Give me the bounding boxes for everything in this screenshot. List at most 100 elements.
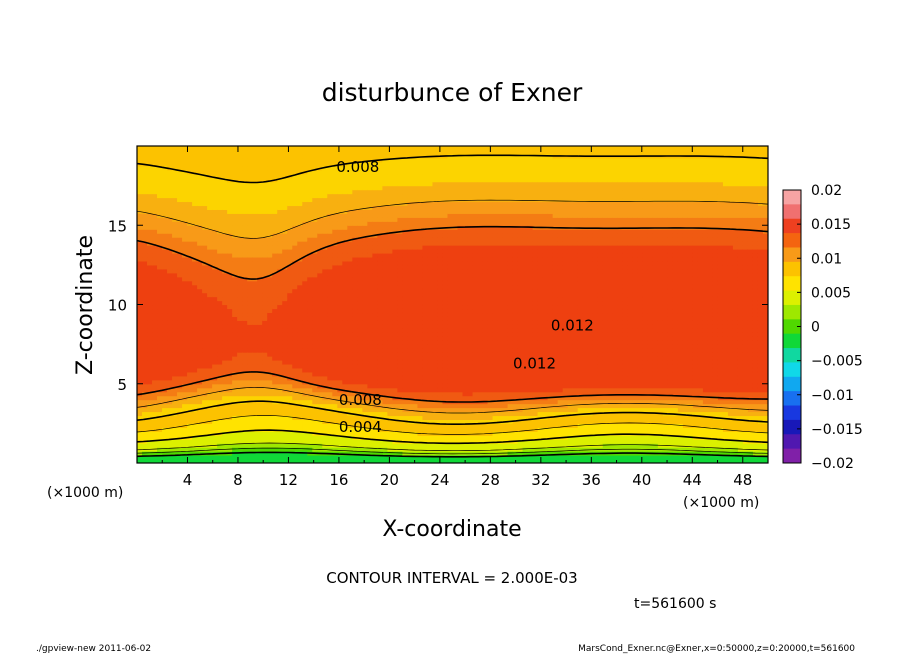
contour-cell [432, 332, 439, 337]
contour-cell [337, 308, 343, 314]
contour-cell [432, 443, 439, 448]
contour-cell [157, 205, 163, 210]
contour-cell [372, 363, 378, 369]
contour-cell [237, 217, 243, 222]
contour-cell [327, 213, 333, 218]
contour-cell [247, 324, 253, 329]
contour-cell [342, 280, 348, 286]
contour-cell [292, 280, 298, 286]
contour-cell [172, 367, 178, 373]
contour-cell [342, 165, 348, 171]
contour-cell [182, 280, 188, 286]
contour-cell [172, 451, 178, 456]
contour-cell [407, 387, 414, 393]
contour-cell [152, 320, 158, 325]
contour-cell [342, 348, 348, 353]
contour-cell [317, 439, 323, 444]
contour-cell [282, 324, 288, 329]
contour-cell [267, 197, 273, 203]
contour-cell [442, 288, 449, 294]
contour-cell [327, 352, 333, 357]
contour-cell [392, 233, 399, 238]
contour-cell [202, 308, 208, 314]
contour-cell [402, 391, 409, 397]
contour-cell [387, 241, 394, 246]
contour-cell [257, 423, 263, 428]
contour-cell [337, 363, 343, 369]
contour-cell [352, 340, 358, 345]
contour-cell [252, 264, 258, 270]
contour-cell [317, 209, 323, 214]
contour-cell [182, 419, 188, 424]
contour-cell [167, 363, 173, 369]
contour-cell [282, 348, 288, 353]
contour-cell [427, 427, 434, 432]
contour-cell [172, 245, 178, 250]
contour-cell [232, 252, 238, 258]
contour-cell [277, 225, 283, 230]
contour-cell [297, 415, 303, 421]
contour-cell [282, 149, 288, 155]
contour-cell [197, 324, 203, 329]
contour-cell [152, 205, 158, 210]
contour-cell [172, 300, 178, 306]
contour-cell [162, 157, 168, 163]
contour-cell [307, 225, 313, 230]
contour-cell [202, 344, 208, 349]
contour-cell [242, 328, 248, 333]
contour-cell [152, 197, 158, 203]
contour-cell [262, 391, 268, 397]
contour-cell [442, 431, 449, 436]
contour-cell [272, 391, 278, 397]
contour-cell [147, 161, 153, 167]
contour-cell [242, 201, 248, 207]
contour-cell [192, 252, 198, 258]
contour-cell [207, 439, 213, 444]
contour-cell [347, 344, 353, 349]
contour-cell [237, 288, 243, 294]
contour-cell [402, 205, 409, 210]
contour-cell [227, 157, 233, 163]
contour-cell [172, 336, 178, 341]
contour-cell [252, 419, 258, 424]
contour-cell [182, 165, 188, 171]
contour-cell [237, 328, 243, 333]
contour-cell [362, 352, 368, 357]
contour-cell [227, 252, 233, 258]
contour-cell [307, 348, 313, 353]
contour-cell [382, 284, 388, 290]
contour-cell [392, 423, 399, 428]
contour-cell [282, 403, 288, 409]
contour-cell [257, 352, 263, 357]
contour-cell [297, 209, 303, 214]
contour-cell [272, 356, 278, 361]
contour-cell [427, 395, 434, 401]
contour-cell [397, 379, 404, 385]
contour-cell [227, 233, 233, 238]
contour-cell [347, 197, 353, 203]
contour-cell [187, 320, 193, 325]
contour-cell [422, 348, 429, 353]
contour-cell [142, 359, 148, 365]
contour-cell [407, 316, 414, 321]
contour-cell [187, 451, 193, 456]
contour-cell [167, 443, 173, 448]
contour-cell [287, 324, 293, 329]
contour-cell [312, 312, 318, 317]
contour-cell [232, 375, 238, 381]
contour-cell [302, 363, 308, 369]
contour-cell [357, 443, 363, 448]
contour-cell [367, 328, 373, 333]
contour-cell [172, 340, 178, 345]
contour-cell [322, 431, 328, 436]
contour-cell [252, 181, 258, 187]
contour-cell [377, 455, 383, 460]
contour-cell [247, 379, 253, 385]
contour-cell [352, 451, 358, 456]
contour-cell [227, 443, 233, 448]
contour-cell [247, 213, 253, 218]
contour-cell [142, 312, 148, 317]
contour-cell [347, 431, 353, 436]
contour-cell [437, 268, 444, 274]
contour-cell [437, 375, 444, 381]
